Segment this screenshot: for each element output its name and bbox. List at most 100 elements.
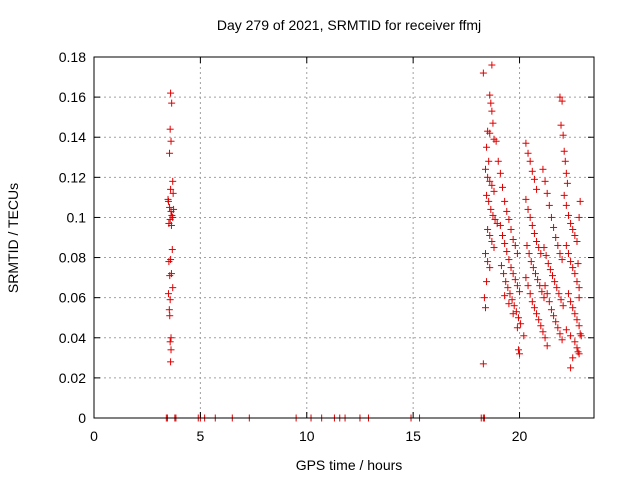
y-axis-label: SRMTID / TECUs <box>5 183 21 293</box>
data-point <box>550 312 558 320</box>
data-point <box>487 205 495 213</box>
y-tick-label: 0 <box>78 410 86 426</box>
data-point <box>569 304 577 312</box>
data-point <box>167 137 175 145</box>
data-point <box>575 284 583 292</box>
data-point <box>533 310 541 318</box>
data-point <box>166 149 174 157</box>
data-point <box>524 282 532 290</box>
data-point <box>562 169 570 177</box>
data-point <box>567 332 575 340</box>
data-point <box>528 298 536 306</box>
data-point <box>557 121 565 129</box>
data-point <box>540 244 548 252</box>
data-point <box>167 185 175 193</box>
data-point <box>165 306 173 314</box>
data-point <box>526 290 534 298</box>
data-point <box>166 312 174 320</box>
data-point <box>522 139 530 147</box>
data-point <box>507 225 515 233</box>
data-point <box>506 290 514 298</box>
data-point <box>533 238 541 246</box>
data-point <box>169 213 177 221</box>
data-point <box>502 278 510 286</box>
data-point <box>501 197 509 205</box>
data-point <box>577 332 585 340</box>
y-tick-label: 0.08 <box>59 250 86 266</box>
data-point <box>522 195 530 203</box>
data-point <box>563 179 571 187</box>
data-point <box>569 225 577 233</box>
data-point <box>499 183 507 191</box>
data-point <box>504 284 512 292</box>
data-point <box>486 264 494 272</box>
data-point <box>539 328 547 336</box>
data-point <box>168 99 176 107</box>
data-point <box>564 211 572 219</box>
data-point <box>556 330 564 338</box>
x-tick-label: 5 <box>196 428 204 444</box>
data-point <box>488 107 496 115</box>
data-point <box>494 157 502 165</box>
data-point <box>516 350 524 358</box>
x-tick-label: 0 <box>90 428 98 444</box>
data-point <box>558 97 566 105</box>
data-point <box>543 342 551 350</box>
data-point <box>499 231 507 239</box>
data-point <box>558 336 566 344</box>
data-point <box>530 304 538 312</box>
data-point <box>571 270 579 278</box>
data-point <box>496 221 504 229</box>
data-point <box>556 250 564 258</box>
data-point <box>543 189 551 197</box>
y-tick-label: 0.14 <box>59 129 86 145</box>
data-point <box>166 338 174 346</box>
x-tick-label: 20 <box>512 428 528 444</box>
data-point <box>526 157 534 165</box>
data-point <box>483 278 491 286</box>
data-point <box>507 264 515 272</box>
data-point <box>575 294 583 302</box>
data-point <box>524 205 532 213</box>
data-point <box>486 129 494 137</box>
data-point <box>554 324 562 332</box>
data-point <box>556 93 564 101</box>
data-point <box>575 213 583 221</box>
data-point <box>542 252 550 260</box>
data-point <box>510 302 518 310</box>
data-point <box>169 177 177 185</box>
data-point <box>573 344 581 352</box>
data-point <box>520 332 528 340</box>
y-tick-label: 0.04 <box>59 330 86 346</box>
data-point <box>541 177 549 185</box>
data-point <box>486 231 494 239</box>
data-point <box>483 191 491 199</box>
data-point <box>569 354 577 362</box>
data-point <box>525 250 533 258</box>
data-point <box>574 348 582 356</box>
data-point <box>524 149 532 157</box>
data-point <box>558 256 566 264</box>
data-point <box>576 197 584 205</box>
data-point <box>503 207 511 215</box>
data-point <box>528 167 536 175</box>
data-point <box>545 201 553 209</box>
data-point <box>166 272 174 280</box>
x-axis-label: GPS time / hours <box>296 457 403 473</box>
data-point <box>540 294 548 302</box>
data-point <box>509 270 517 278</box>
data-point <box>559 302 567 310</box>
grid-lines <box>94 57 594 418</box>
data-point <box>543 290 551 298</box>
data-point <box>560 147 568 155</box>
y-tick-label: 0.16 <box>59 89 86 105</box>
data-point <box>511 242 519 250</box>
data-point <box>527 258 535 266</box>
data-point <box>513 324 521 332</box>
data-point <box>567 219 575 227</box>
data-point <box>509 236 517 244</box>
data-point <box>485 197 493 205</box>
data-point <box>537 250 545 258</box>
x-tick-label: 10 <box>299 428 315 444</box>
data-point <box>488 61 496 69</box>
